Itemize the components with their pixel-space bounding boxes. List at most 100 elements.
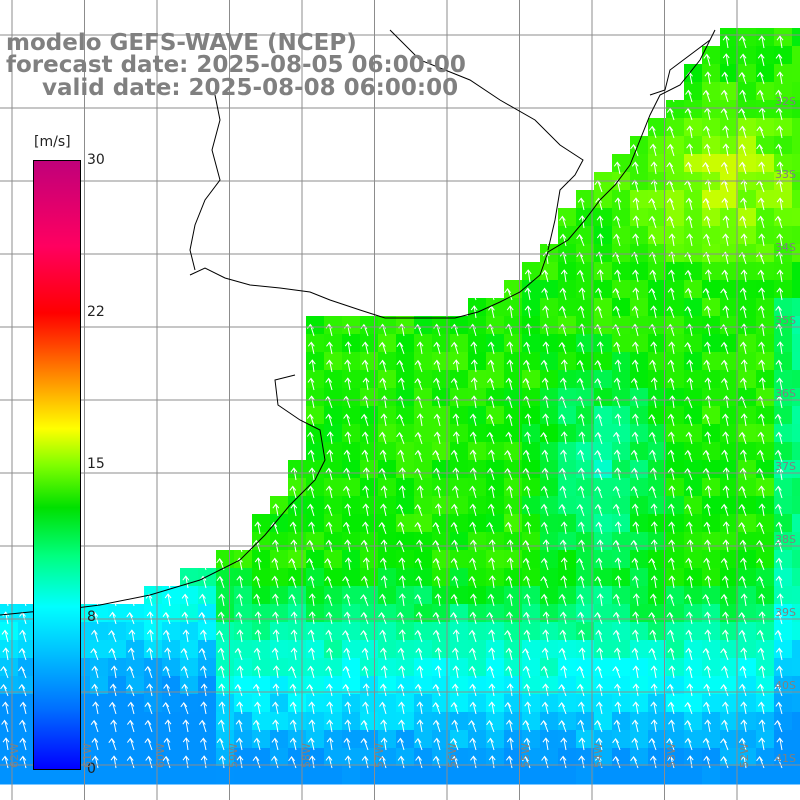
wind-arrow — [541, 755, 549, 769]
wind-speed-cell — [702, 496, 721, 515]
wind-arrow — [343, 737, 351, 751]
wind-arrow — [433, 413, 441, 427]
wind-arrow — [398, 485, 406, 499]
wind-arrow — [596, 269, 604, 283]
wind-speed-cell — [612, 388, 631, 407]
wind-speed-cell — [648, 676, 667, 695]
wind-speed-cell — [306, 442, 325, 461]
wind-arrow — [704, 71, 712, 85]
wind-speed-cell — [594, 622, 613, 641]
wind-speed-cell — [396, 334, 415, 353]
wind-speed-cell — [630, 262, 649, 281]
wind-speed-cell — [198, 586, 217, 605]
wind-speed-cell — [432, 442, 451, 461]
wind-speed-cell — [738, 586, 757, 605]
longitude-label: 59W — [227, 743, 240, 768]
wind-arrow — [180, 665, 189, 679]
wind-speed-cell — [342, 712, 361, 731]
wind-arrow — [523, 683, 531, 697]
wind-speed-cell — [378, 622, 397, 641]
wind-arrow — [668, 395, 676, 409]
wind-speed-cell — [666, 766, 685, 785]
wind-speed-cell — [540, 496, 559, 515]
wind-arrow — [648, 287, 657, 301]
wind-speed-cell — [738, 190, 757, 209]
wind-arrow — [595, 557, 603, 571]
wind-arrow — [254, 629, 262, 643]
wind-speed-cell — [378, 424, 397, 443]
wind-arrow — [578, 647, 586, 661]
wind-arrow — [722, 701, 729, 715]
wind-speed-cell — [360, 694, 379, 713]
brazil-uruguay-border — [389, 29, 584, 251]
wind-arrow — [630, 449, 639, 463]
wind-speed-cell — [342, 406, 361, 425]
wind-speed-cell — [468, 460, 487, 479]
wind-arrow — [308, 719, 316, 733]
wind-speed-cell — [612, 568, 631, 587]
wind-speed-cell — [720, 280, 739, 299]
wind-speed-cell — [468, 388, 487, 407]
wind-arrow — [308, 593, 316, 607]
wind-arrow — [542, 413, 549, 427]
wind-arrow — [380, 575, 388, 589]
wind-arrow — [541, 269, 549, 283]
wind-arrow — [146, 683, 153, 697]
wind-speed-cell — [540, 370, 559, 389]
wind-speed-cell — [522, 730, 541, 749]
wind-speed-cell — [612, 730, 631, 749]
wind-arrow — [415, 755, 423, 769]
wind-arrow — [450, 611, 459, 625]
wind-speed-cell — [666, 226, 685, 245]
wind-speed-cell — [108, 712, 127, 731]
wind-speed-cell — [738, 640, 757, 659]
wind-arrow — [649, 449, 657, 463]
longitude-label: 61W — [81, 743, 94, 768]
wind-speed-cell — [414, 586, 433, 605]
wind-arrow — [414, 449, 423, 463]
wind-arrow — [613, 341, 621, 355]
wind-arrow — [524, 305, 532, 319]
wind-speed-cell — [594, 496, 613, 515]
wind-speed-cell — [396, 370, 415, 389]
wind-arrow — [684, 593, 693, 607]
wind-arrow — [739, 305, 747, 319]
wind-arrow — [540, 557, 549, 571]
colorbar-tick-30: 30 — [87, 152, 105, 168]
wind-arrow — [704, 395, 712, 409]
wind-arrow — [254, 701, 261, 715]
wind-arrow — [289, 683, 297, 697]
wind-speed-cell — [594, 748, 613, 767]
wind-speed-cell — [792, 28, 800, 47]
wind-speed-cell — [774, 694, 793, 713]
wind-speed-cell — [18, 712, 37, 731]
wind-speed-cell — [180, 622, 199, 641]
wind-speed-cell — [522, 352, 541, 371]
longitude-label: 52W — [738, 743, 751, 768]
wind-speed-cell — [792, 262, 800, 281]
wind-arrow — [307, 665, 315, 679]
wind-arrow — [344, 719, 352, 733]
wind-arrow — [144, 701, 153, 715]
wind-arrow — [686, 125, 694, 139]
wind-arrow — [541, 233, 549, 247]
wind-speed-cell — [360, 370, 379, 389]
wind-speed-cell — [342, 388, 361, 407]
wind-arrow — [704, 629, 712, 643]
wind-arrow — [776, 737, 784, 751]
wind-arrow — [344, 359, 351, 373]
wind-speed-cell — [414, 370, 433, 389]
wind-arrow — [236, 593, 243, 607]
wind-speed-cell — [486, 550, 505, 569]
wind-arrow — [162, 701, 171, 715]
wind-arrow — [307, 341, 315, 355]
longitude-label: 57W — [373, 743, 386, 768]
wind-arrow — [632, 287, 640, 301]
wind-arrow — [648, 431, 657, 445]
wind-arrow — [739, 125, 747, 139]
wind-arrow — [577, 305, 585, 319]
latitude-label: 32S — [775, 95, 796, 108]
wind-arrow — [596, 233, 604, 247]
wind-speed-cell — [234, 694, 253, 713]
wind-arrow — [361, 575, 369, 589]
